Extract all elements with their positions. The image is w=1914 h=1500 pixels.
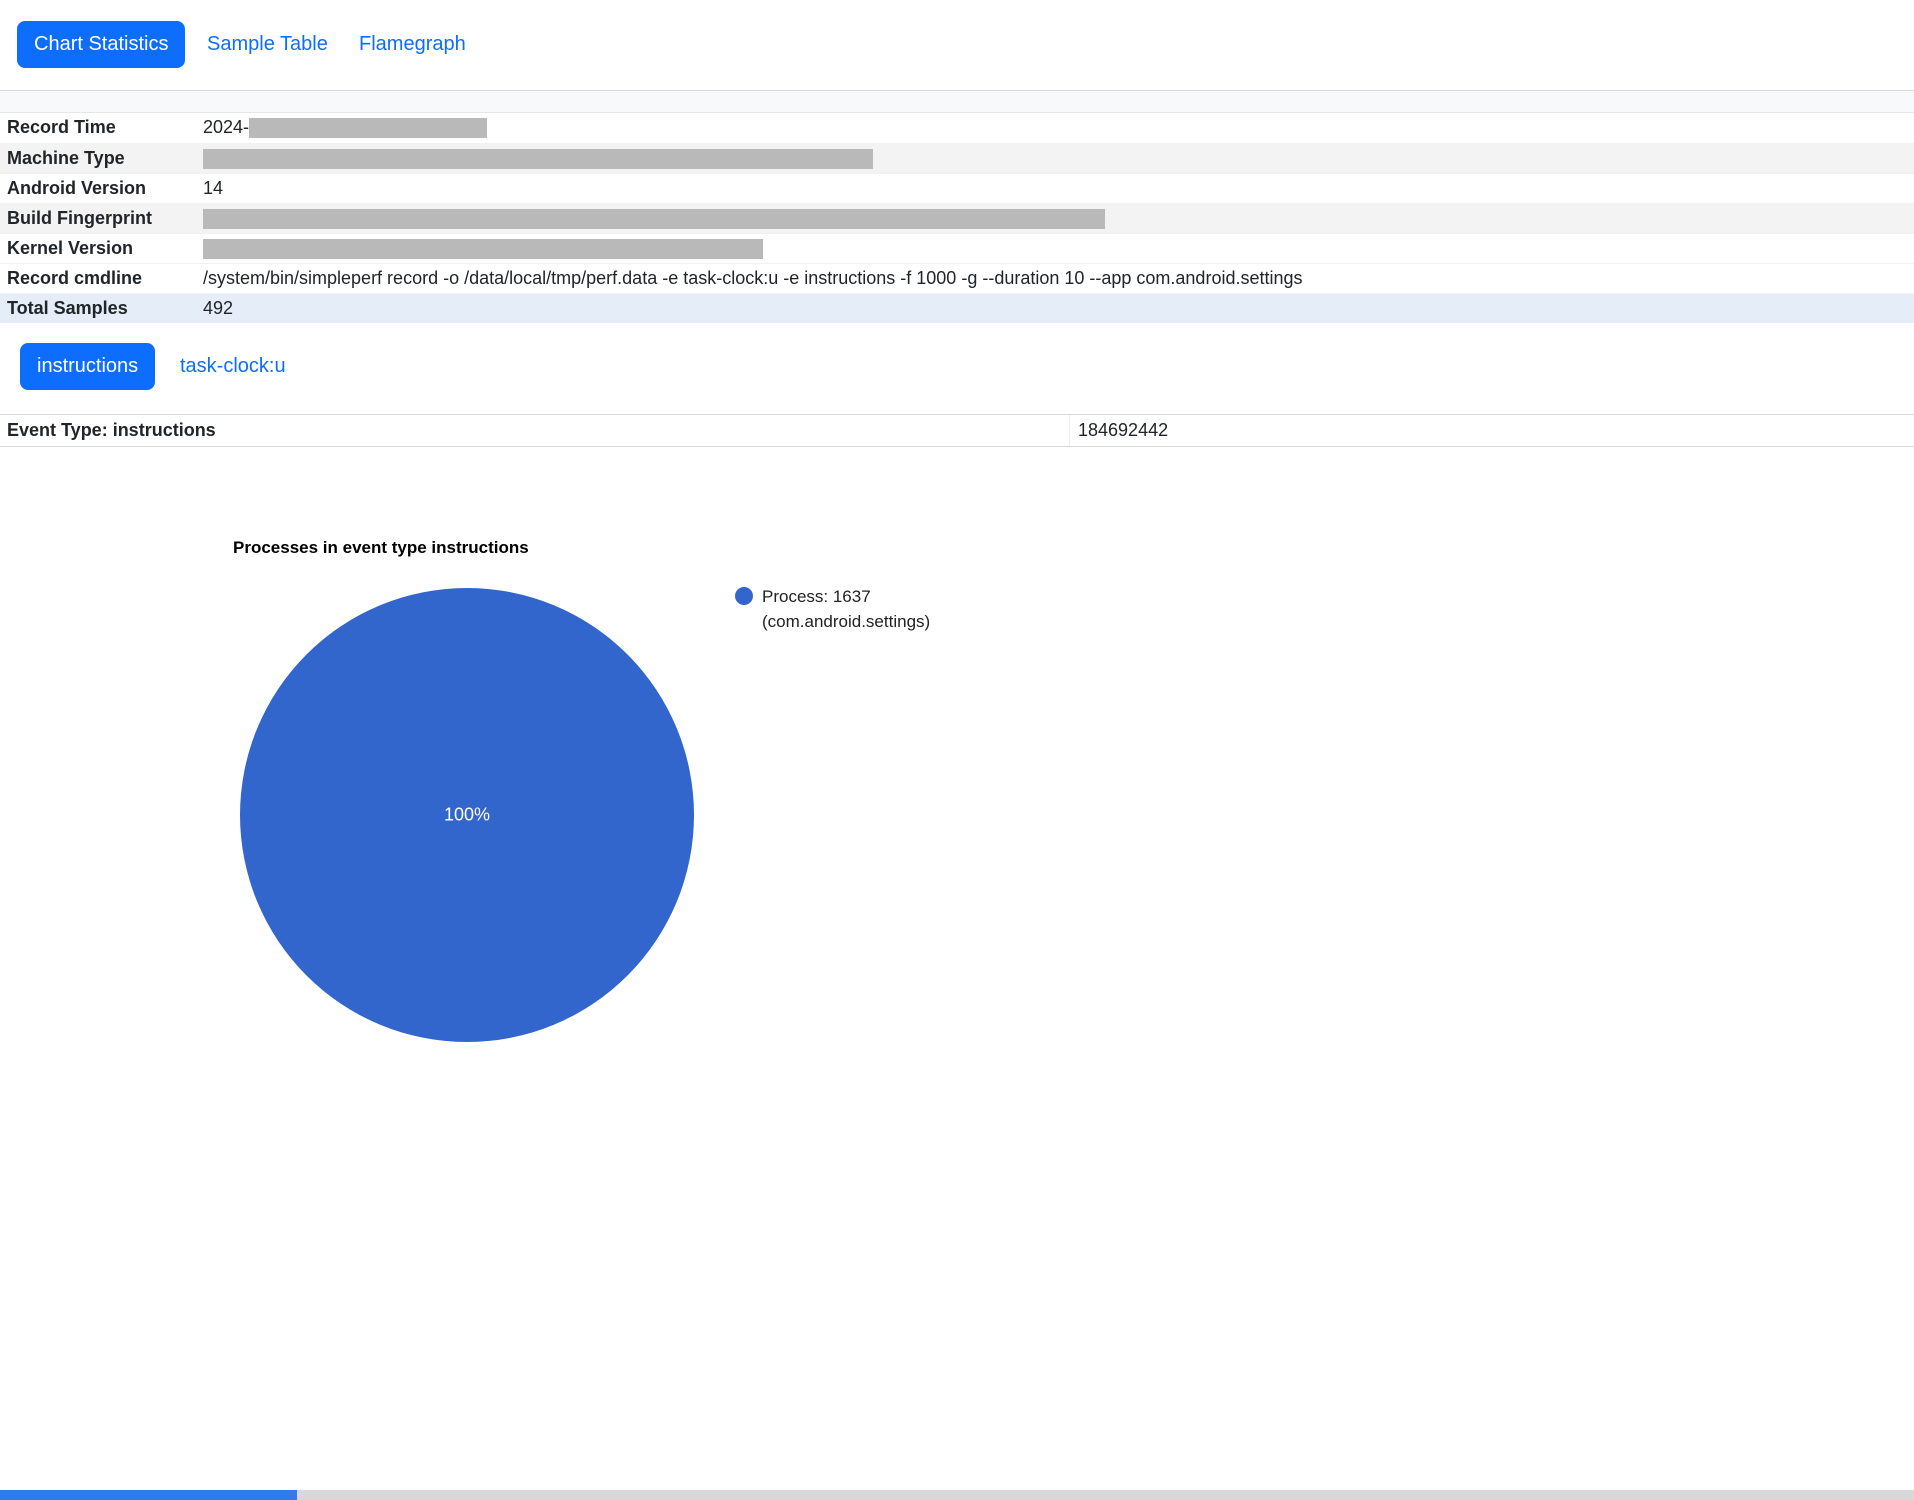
pie-chart-title: Processes in event type instructions: [233, 538, 529, 557]
table-row-record-cmdline[interactable]: Record cmdline /system/bin/simpleperf re…: [0, 263, 1914, 294]
table-row-kernel-version[interactable]: Kernel Version: [0, 233, 1914, 264]
row-value: 492: [202, 293, 1914, 324]
row-value: /system/bin/simpleperf record -o /data/l…: [202, 263, 1914, 294]
record-info-table: Record Time 2024- Machine Type Android V…: [0, 113, 1914, 324]
row-value: [202, 143, 1914, 174]
process-chart-section: Processes in event type instructions 100…: [0, 447, 1914, 1490]
row-label: Record Time: [0, 113, 202, 144]
legend-label-line2: (com.android.settings): [762, 612, 931, 631]
bottom-strip-blue-segment: [0, 1490, 297, 1500]
table-row-build-fingerprint[interactable]: Build Fingerprint: [0, 203, 1914, 234]
event-button-instructions[interactable]: instructions: [20, 343, 156, 390]
event-type-label: Event Type: instructions: [0, 415, 1070, 446]
redacted-value-bar: [203, 208, 1105, 229]
event-summary-row[interactable]: Event Type: instructions 184692442: [0, 414, 1914, 447]
tab-chart-statistics[interactable]: Chart Statistics: [17, 21, 186, 68]
table-row-total-samples[interactable]: Total Samples 492: [0, 293, 1914, 324]
event-total-count: 184692442: [1078, 420, 1169, 440]
row-label: Machine Type: [0, 143, 202, 174]
row-value: [202, 233, 1914, 264]
redacted-value-bar: [203, 148, 873, 169]
legend-label-line1: Process: 1637: [762, 587, 871, 606]
row-value: 14: [202, 173, 1914, 204]
divider-band: [0, 90, 1914, 113]
legend-color-dot: [735, 587, 753, 605]
table-row-record-time[interactable]: Record Time 2024-: [0, 113, 1914, 144]
legend: Process: 1637 (com.android.settings): [735, 584, 930, 634]
row-label: Total Samples: [0, 293, 202, 324]
event-selector: instructions task-clock:u: [0, 323, 1914, 414]
row-value: 2024-: [202, 113, 1914, 144]
row-label: Build Fingerprint: [0, 203, 202, 234]
tab-flamegraph[interactable]: Flamegraph: [343, 21, 482, 68]
process-pie-chart[interactable]: 100%: [240, 588, 694, 1042]
table-row-machine-type[interactable]: Machine Type: [0, 143, 1914, 174]
row-value: [202, 203, 1914, 234]
row-value-text: 2024-: [203, 117, 250, 138]
tab-bar: Chart Statistics Sample Table Flamegraph: [0, 0, 1914, 90]
row-label: Android Version: [0, 173, 202, 204]
redacted-value-bar: [249, 118, 488, 139]
legend-label: Process: 1637 (com.android.settings): [762, 584, 930, 634]
event-button-task-clock[interactable]: task-clock:u: [164, 343, 302, 390]
pie-percent-label: 100%: [443, 804, 491, 825]
row-label: Record cmdline: [0, 263, 202, 294]
bottom-strip-gray-segment: [297, 1490, 1914, 1500]
tab-sample-table[interactable]: Sample Table: [191, 21, 344, 68]
row-label: Kernel Version: [0, 233, 202, 264]
table-row-android-version[interactable]: Android Version 14: [0, 173, 1914, 204]
redacted-value-bar: [203, 238, 763, 259]
bottom-partial-strip: [0, 1490, 1914, 1500]
